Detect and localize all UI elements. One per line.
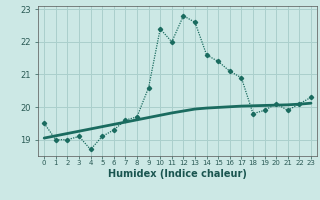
- X-axis label: Humidex (Indice chaleur): Humidex (Indice chaleur): [108, 169, 247, 179]
